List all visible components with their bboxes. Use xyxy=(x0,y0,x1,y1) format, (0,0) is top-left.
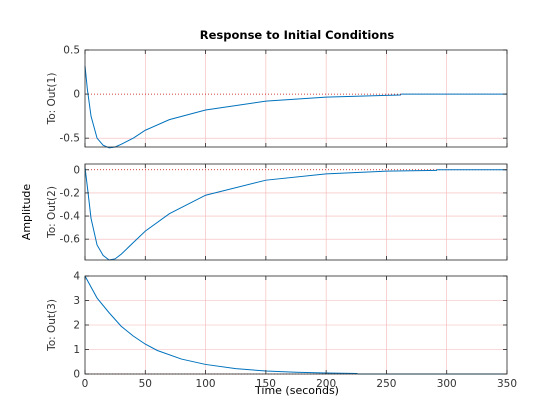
y-tick-label: 0 xyxy=(73,89,80,101)
y-tick-label: 0 xyxy=(73,164,80,176)
subplot-ylabel: To: Out(3) xyxy=(46,299,58,352)
subplot-ylabel: To: Out(2) xyxy=(46,186,58,239)
x-tick-label: 300 xyxy=(437,378,457,390)
y-tick-label: 4 xyxy=(73,271,80,283)
y-tick-label: -0.6 xyxy=(60,234,81,246)
y-tick-label: 3 xyxy=(73,295,80,307)
y-axis-label: Amplitude xyxy=(20,184,33,241)
y-tick-label: 1 xyxy=(73,344,80,356)
x-tick-label: 150 xyxy=(256,378,276,390)
subplot-ylabel: To: Out(1) xyxy=(46,73,58,126)
y-tick-label: -0.2 xyxy=(60,187,81,199)
subplot-1: -0.5 0 0.5 To: Out(1) xyxy=(46,45,508,149)
x-tick-label: 100 xyxy=(196,378,216,390)
axes-box xyxy=(84,49,508,148)
x-axis-label: Time (seconds) xyxy=(254,384,339,397)
y-tick-label: 0.5 xyxy=(63,45,80,57)
y-tick-label: -0.4 xyxy=(60,211,81,223)
plot-area xyxy=(85,164,507,260)
subplot-3: 0 1 2 3 4 To: Out(3) xyxy=(46,271,508,381)
axes-layer: -0.5 0 0.5 To: Out(1) 0 -0.2 -0.4 -0.6To: Out(2… xyxy=(46,45,517,391)
x-tick-label: 350 xyxy=(497,378,517,390)
x-tick-label: 250 xyxy=(376,378,396,390)
x-tick-label: 0 xyxy=(82,378,89,390)
series-line xyxy=(84,167,438,261)
plot-area xyxy=(85,50,507,147)
axes-box xyxy=(84,163,508,261)
chart-title: Response to Initial Conditions xyxy=(200,28,395,42)
y-tick-label: -0.5 xyxy=(60,133,81,145)
subplot-2: 0 -0.2 -0.4 -0.6To: Out(2) xyxy=(46,163,508,261)
x-tick-label: 200 xyxy=(316,378,336,390)
y-tick-label: 0 xyxy=(73,369,80,381)
y-tick-label: 2 xyxy=(73,320,80,332)
x-tick-label: 50 xyxy=(139,378,152,390)
series-line xyxy=(84,275,358,375)
